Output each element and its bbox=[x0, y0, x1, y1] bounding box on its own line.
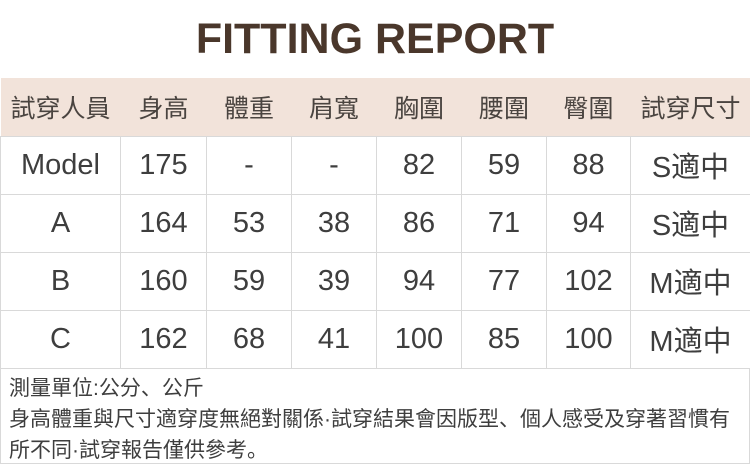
cell-weight: 68 bbox=[206, 309, 292, 369]
cell-hip: 102 bbox=[546, 251, 631, 311]
col-header-tester: 試穿人員 bbox=[0, 78, 121, 136]
cell-fitting-size: S適中 bbox=[630, 193, 750, 253]
table-row: C 162 68 41 100 85 100 M適中 bbox=[0, 309, 750, 369]
cell-chest: 94 bbox=[376, 251, 462, 311]
cell-shoulder: 39 bbox=[291, 251, 377, 311]
cell-tester: C bbox=[0, 309, 121, 369]
cell-shoulder: 41 bbox=[291, 309, 377, 369]
table-row: A 164 53 38 86 71 94 S適中 bbox=[0, 193, 750, 253]
cell-weight: - bbox=[206, 135, 292, 195]
cell-hip: 100 bbox=[546, 309, 631, 369]
cell-waist: 71 bbox=[461, 193, 547, 253]
cell-hip: 88 bbox=[546, 135, 631, 195]
cell-waist: 59 bbox=[461, 135, 547, 195]
cell-tester: B bbox=[0, 251, 121, 311]
cell-chest: 86 bbox=[376, 193, 462, 253]
fitting-table: 試穿人員 身高 體重 肩寬 胸圍 腰圍 臀圍 試穿尺寸 Model 175 - … bbox=[0, 78, 750, 369]
cell-height: 162 bbox=[120, 309, 207, 369]
cell-weight: 59 bbox=[206, 251, 292, 311]
cell-height: 160 bbox=[120, 251, 207, 311]
col-header-fitting-size: 試穿尺寸 bbox=[630, 78, 750, 136]
cell-chest: 82 bbox=[376, 135, 462, 195]
cell-waist: 77 bbox=[461, 251, 547, 311]
page-title: FITTING REPORT bbox=[195, 14, 555, 63]
cell-height: 164 bbox=[120, 193, 207, 253]
cell-weight: 53 bbox=[206, 193, 292, 253]
cell-height: 175 bbox=[120, 135, 207, 195]
col-header-waist: 腰圍 bbox=[461, 78, 547, 136]
cell-shoulder: 38 bbox=[291, 193, 377, 253]
note-disclaimer: 身高體重與尺寸適穿度無絕對關係·試穿結果會因版型、個人感受及穿著習慣有所不同·試… bbox=[9, 407, 730, 462]
notes-section: 測量單位:公分、公斤 身高體重與尺寸適穿度無絕對關係·試穿結果會因版型、個人感受… bbox=[0, 368, 750, 464]
note-units: 測量單位:公分、公斤 bbox=[9, 376, 204, 400]
col-header-height: 身高 bbox=[120, 78, 207, 136]
table-row: Model 175 - - 82 59 88 S適中 bbox=[0, 135, 750, 195]
table-row: B 160 59 39 94 77 102 M適中 bbox=[0, 251, 750, 311]
cell-fitting-size: M適中 bbox=[630, 251, 750, 311]
cell-fitting-size: M適中 bbox=[630, 309, 750, 369]
cell-shoulder: - bbox=[291, 135, 377, 195]
cell-hip: 94 bbox=[546, 193, 631, 253]
col-header-chest: 胸圍 bbox=[376, 78, 462, 136]
cell-waist: 85 bbox=[461, 309, 547, 369]
cell-tester: Model bbox=[0, 135, 121, 195]
header-row: 試穿人員 身高 體重 肩寬 胸圍 腰圍 臀圍 試穿尺寸 bbox=[0, 78, 750, 136]
cell-chest: 100 bbox=[376, 309, 462, 369]
col-header-hip: 臀圍 bbox=[546, 78, 631, 136]
cell-fitting-size: S適中 bbox=[630, 135, 750, 195]
col-header-shoulder: 肩寬 bbox=[291, 78, 377, 136]
cell-tester: A bbox=[0, 193, 121, 253]
col-header-weight: 體重 bbox=[206, 78, 292, 136]
